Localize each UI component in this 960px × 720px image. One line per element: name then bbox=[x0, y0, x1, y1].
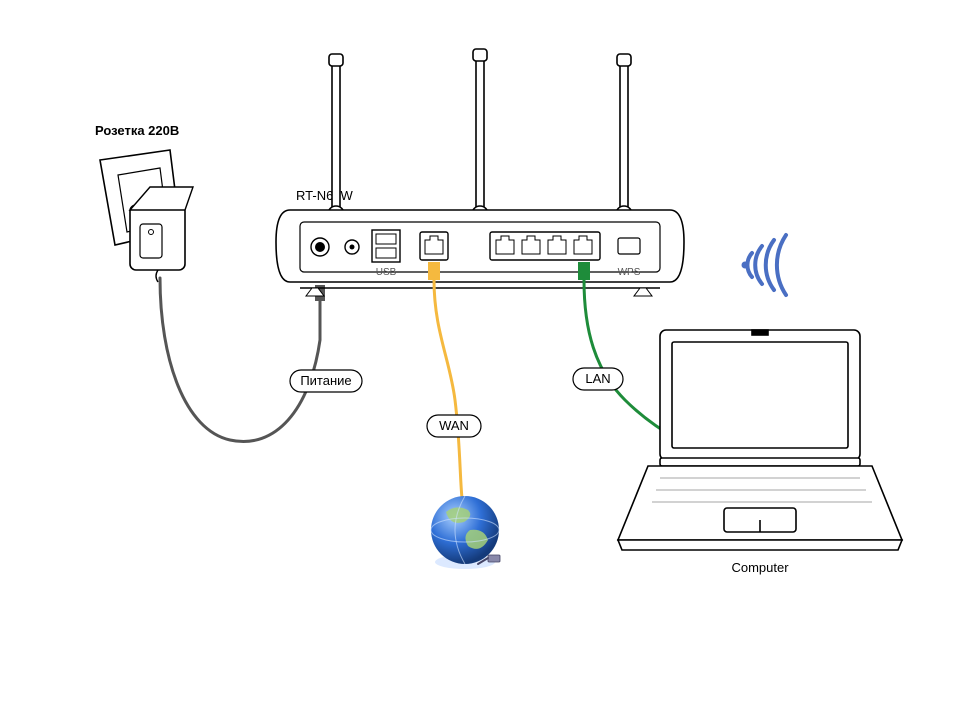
usb-port-label: USB bbox=[376, 267, 397, 278]
lan-badge: LAN bbox=[573, 368, 623, 390]
connection-diagram: Розетка 220В Питание RT-N66W bbox=[0, 0, 960, 720]
wan-cable bbox=[428, 262, 462, 498]
power-badge: Питание bbox=[290, 370, 362, 392]
wps-port-label: WPS bbox=[618, 267, 641, 278]
wan-badge: WAN bbox=[427, 415, 481, 437]
router-icon: RT-N66W bbox=[276, 49, 684, 296]
power-badge-text: Питание bbox=[300, 373, 351, 388]
wall-outlet-icon: Розетка 220В bbox=[95, 123, 193, 282]
router-model-label: RT-N66W bbox=[296, 188, 354, 203]
wan-port-icon bbox=[420, 232, 448, 260]
lan-badge-text: LAN bbox=[585, 371, 610, 386]
lan-ports-icon bbox=[490, 232, 600, 260]
laptop-icon bbox=[618, 330, 902, 550]
outlet-label: Розетка 220В bbox=[95, 123, 179, 138]
internet-globe-icon bbox=[431, 496, 500, 569]
computer-label: Computer bbox=[731, 560, 789, 575]
power-cable bbox=[160, 278, 320, 442]
wifi-icon bbox=[742, 235, 787, 295]
wan-badge-text: WAN bbox=[439, 418, 469, 433]
